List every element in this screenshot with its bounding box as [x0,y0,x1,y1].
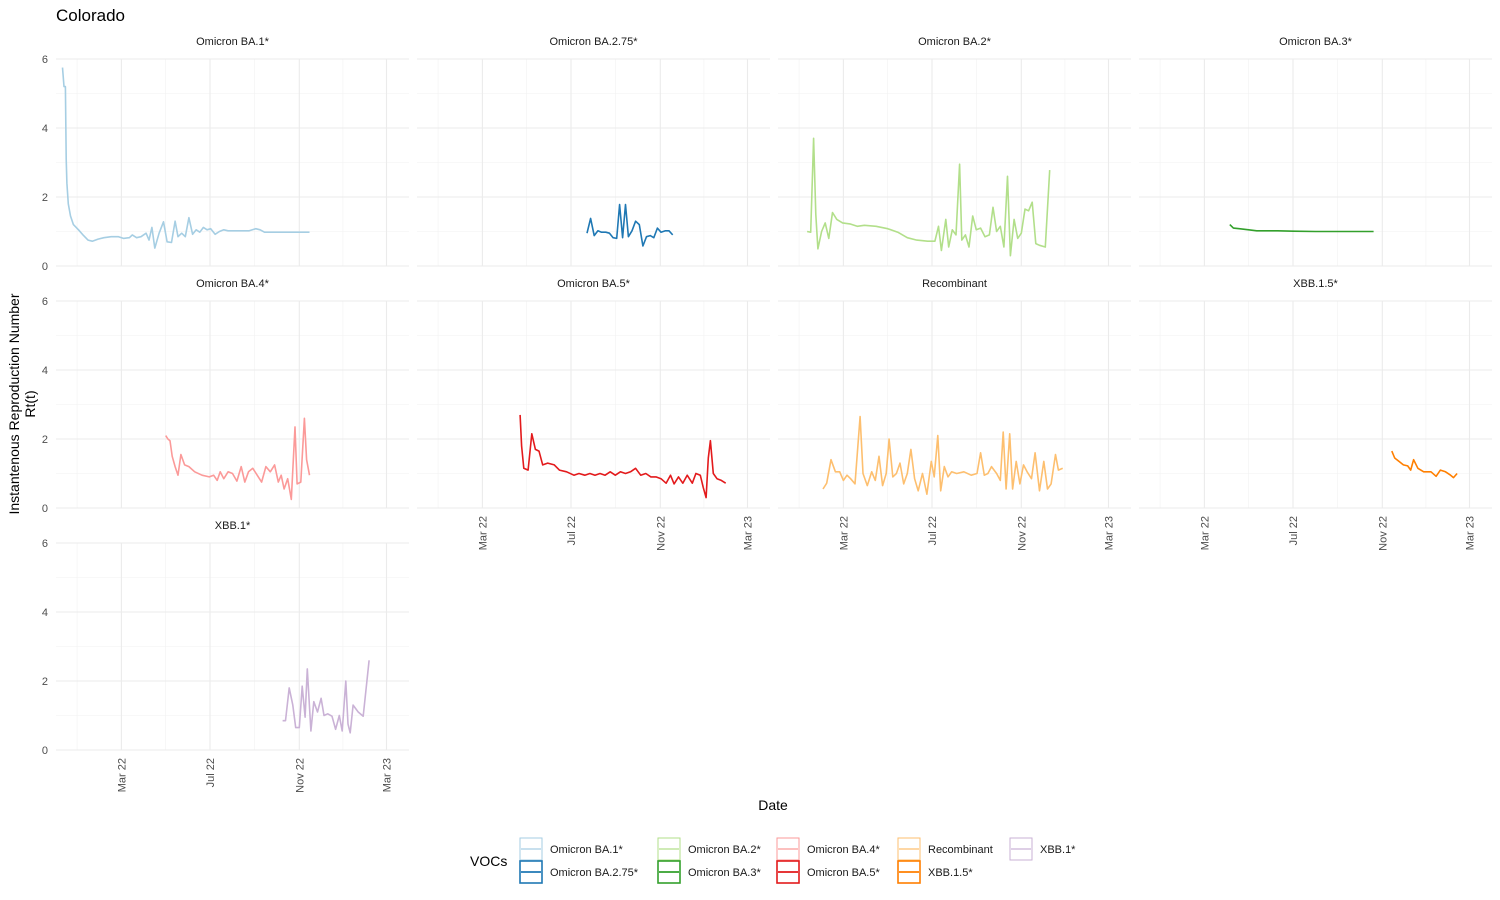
legend: VOCs Omicron BA.1* Omicron BA.2.75* Omicro… [470,837,1076,884]
legend-label: Omicron BA.2.75* [550,867,639,879]
legend-label: XBB.1* [1040,844,1076,856]
x-tick-label: Mar 22 [477,516,489,550]
x-tick-label: Jul 22 [205,758,217,787]
x-tick-label: Jul 22 [566,516,578,545]
x-tick-label: Nov 22 [1377,516,1389,551]
legend-item: Omicron BA.1* [519,837,623,861]
y-tick-label: 0 [42,261,48,273]
facet-strip-label: Omicron BA.4* [196,278,269,290]
legend-key-box [519,837,543,861]
y-tick-label: 2 [42,434,48,446]
series-line [806,137,1051,257]
facet-panel: Omicron BA.1* 0 2 4 6 [42,36,409,273]
series-line [282,660,370,734]
legend-key-box [897,860,921,884]
legend-label: Omicron BA.3* [688,867,761,879]
y-tick-label: 2 [42,192,48,204]
x-tick-label: Jul 22 [927,516,939,545]
legend-label: Omicron BA.4* [807,844,880,856]
legend-item: Omicron BA.4* [776,837,880,861]
series-line [1229,224,1374,233]
facet-strip-label: Omicron BA.3* [1279,36,1352,48]
series-line [165,417,311,501]
series-line [822,415,1064,495]
x-tick-label: Mar 22 [116,758,128,792]
facet-strip-label: XBB.1.5* [1293,278,1338,290]
facet-strip-label: Omicron BA.5* [557,278,630,290]
legend-item: Omicron BA.2.75* [519,860,639,884]
legend-item: Recombinant [897,837,993,861]
facet-strip-label: XBB.1* [215,520,251,532]
facet-panel: XBB.1.5* Mar 22 Jul 22 Nov 22 Mar 23 [1139,278,1492,551]
x-tick-label: Mar 22 [838,516,850,550]
y-tick-label: 4 [42,365,48,377]
facet-strip-label: Recombinant [922,278,987,290]
y-tick-label: 0 [42,503,48,515]
legend-label: Omicron BA.2* [688,844,761,856]
legend-key-box [776,837,800,861]
y-tick-label: 2 [42,676,48,688]
legend-key-box [897,837,921,861]
legend-key-box [657,860,681,884]
y-tick-label: 4 [42,607,48,619]
y-tick-label: 6 [42,538,48,550]
series-line [61,67,310,249]
legend-item: Omicron BA.5* [776,860,880,884]
legend-item: XBB.1* [1009,837,1076,861]
x-tick-label: Nov 22 [655,516,667,551]
legend-label: Omicron BA.1* [550,844,623,856]
legend-item: Omicron BA.2* [657,837,761,861]
y-axis-title-line2: Rt(t) [22,390,38,417]
facet-strip-label: Omicron BA.2.75* [549,36,638,48]
y-axis-title-line1: Instantenous Reproduction Number [6,293,22,514]
facet-strip-label: Omicron BA.1* [196,36,269,48]
y-tick-label: 6 [42,54,48,66]
facet-panels: Omicron BA.1* 0 2 4 6 Omicron BA.2.75* Omicron… [42,36,1492,793]
x-axis-title: Date [758,797,788,813]
facet-strip-label: Omicron BA.2* [918,36,991,48]
y-tick-label: 4 [42,123,48,135]
legend-item: Omicron BA.3* [657,860,761,884]
series-line [1391,450,1458,479]
series-line [519,414,727,499]
y-tick-label: 6 [42,296,48,308]
legend-key-box [1009,837,1033,861]
facet-panel: Omicron BA.5* Mar 22 Jul 22 Nov 22 Mar 23 [417,278,770,551]
x-tick-label: Nov 22 [1016,516,1028,551]
x-tick-label: Jul 22 [1288,516,1300,545]
series-line [586,203,674,247]
legend-label: Omicron BA.5* [807,867,880,879]
facet-panel: XBB.1* 0 2 4 6 Mar 22 Jul 22 Nov 22 Mar 23 [42,520,409,793]
x-tick-label: Mar 22 [1199,516,1211,550]
x-tick-label: Mar 23 [381,758,393,792]
legend-title: VOCs [470,853,507,869]
facet-panel: Omicron BA.2.75* [417,36,770,267]
legend-key-box [519,860,543,884]
legend-label: Recombinant [928,844,993,856]
legend-key-box [657,837,681,861]
facet-panel: Omicron BA.4* 0 2 4 6 [42,278,409,515]
facet-panel: Omicron BA.2* [778,36,1131,267]
x-tick-label: Mar 23 [742,516,754,550]
legend-key-box [776,860,800,884]
facet-panel: Recombinant Mar 22 Jul 22 Nov 22 Mar 23 [778,278,1131,551]
y-tick-label: 0 [42,745,48,757]
chart-title: Colorado [56,6,125,25]
legend-label: XBB.1.5* [928,867,973,879]
x-tick-label: Mar 23 [1464,516,1476,550]
x-tick-label: Mar 23 [1103,516,1115,550]
x-tick-label: Nov 22 [294,758,306,793]
legend-item: XBB.1.5* [897,860,973,884]
facet-panel: Omicron BA.3* [1139,36,1492,267]
